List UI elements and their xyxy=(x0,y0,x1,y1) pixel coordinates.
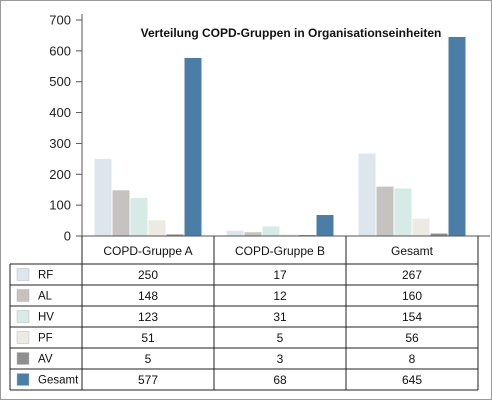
table-cell-value: 5 xyxy=(145,352,152,366)
legend-swatch xyxy=(16,352,30,365)
bars xyxy=(82,36,490,237)
table-cell-value: 68 xyxy=(273,373,287,387)
legend-label: RF xyxy=(38,270,53,282)
table-cell-value: 250 xyxy=(138,268,158,282)
legend-swatch xyxy=(16,331,30,344)
table-cell-value: 160 xyxy=(402,289,422,303)
bar xyxy=(316,215,334,236)
y-tick-label: 0 xyxy=(64,229,71,244)
table-cell-value: 154 xyxy=(402,310,422,324)
table-cell-value: 31 xyxy=(273,310,287,324)
y-tick-label: 200 xyxy=(49,167,71,182)
table-cell-value: 17 xyxy=(273,268,287,282)
table-cell-value: 645 xyxy=(402,373,422,387)
table-cell-value: 51 xyxy=(141,331,155,345)
table-header-category: Gesamt xyxy=(391,244,434,258)
y-axis: 0 100 200 300 400 500 600 700 xyxy=(49,13,83,244)
y-tick-label: 500 xyxy=(49,74,71,89)
bar xyxy=(94,158,112,236)
data-table: COPD-Gruppe A COPD-Gruppe B Gesamt RF 250 17 2… xyxy=(9,236,479,391)
legend-swatch xyxy=(16,289,30,302)
table-cell-value: 56 xyxy=(405,331,419,345)
bar xyxy=(262,226,280,236)
legend-swatch xyxy=(16,310,30,323)
table-header-category: COPD-Gruppe A xyxy=(103,244,192,258)
table-cell-value: 3 xyxy=(277,352,284,366)
legend-swatch xyxy=(16,268,30,281)
bar xyxy=(448,36,466,236)
legend-label: HV xyxy=(38,312,54,324)
y-tick-label: 400 xyxy=(49,105,71,120)
y-tick-label: 300 xyxy=(49,136,71,151)
table-cell-value: 8 xyxy=(409,352,416,366)
table-cell-value: 148 xyxy=(138,289,158,303)
bar xyxy=(376,186,394,236)
table-cell-value: 577 xyxy=(138,373,158,387)
bar xyxy=(358,153,376,236)
legend-label: PF xyxy=(38,333,53,345)
bar xyxy=(244,232,262,236)
bar xyxy=(184,57,202,236)
legend-swatch xyxy=(16,373,30,386)
table-cell-value: 123 xyxy=(138,310,158,324)
bar xyxy=(166,234,184,236)
bar xyxy=(130,198,148,236)
bar xyxy=(394,188,412,236)
y-tick-label: 600 xyxy=(49,43,71,58)
bar xyxy=(148,220,166,236)
bar xyxy=(430,233,448,236)
chart-title: Verteilung COPD-Gruppen in Organisations… xyxy=(141,26,442,40)
bar xyxy=(280,234,298,236)
legend-label: Gesamt xyxy=(38,375,79,387)
legend-label: AV xyxy=(38,354,53,366)
y-tick-label: 100 xyxy=(49,198,71,213)
table-cell-value: 5 xyxy=(277,331,284,345)
table-cell-value: 12 xyxy=(273,289,287,303)
y-tick-label: 700 xyxy=(49,13,71,28)
legend-label: AL xyxy=(38,291,53,303)
bar xyxy=(412,218,430,236)
table-cell-value: 267 xyxy=(402,268,422,282)
bar xyxy=(112,190,130,236)
table-header-category: COPD-Gruppe B xyxy=(235,244,325,258)
bar xyxy=(226,230,244,236)
